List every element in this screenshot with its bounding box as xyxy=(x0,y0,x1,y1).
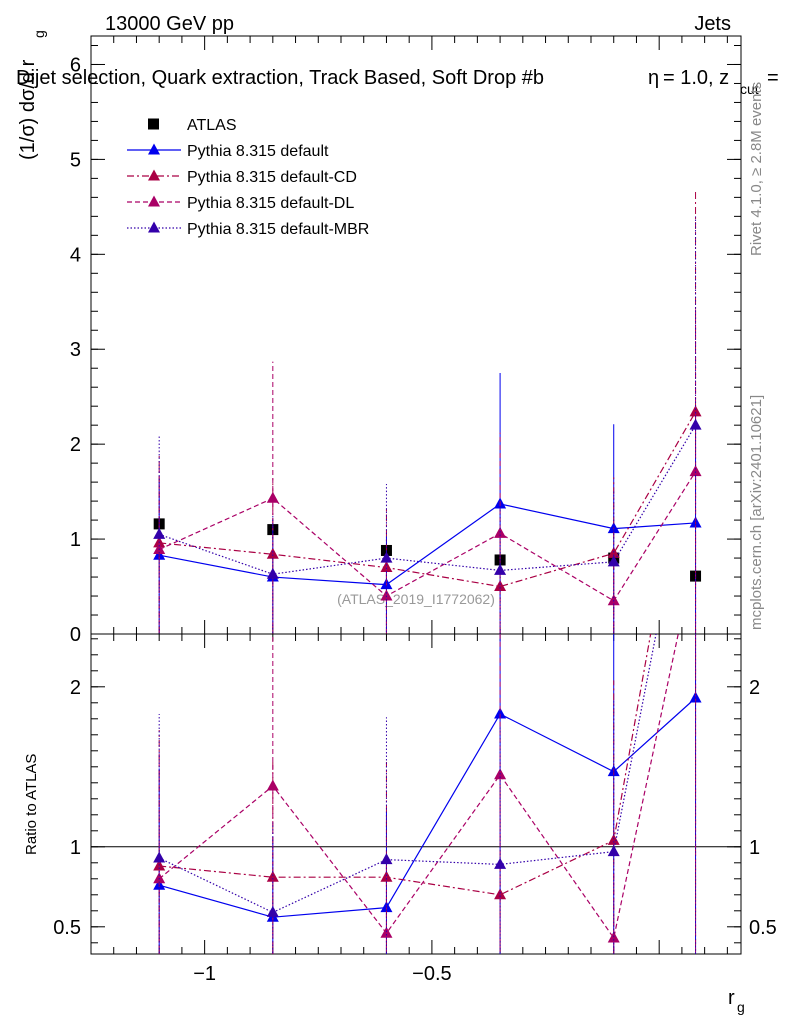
ratio-series-default xyxy=(153,634,702,954)
legend-label-mbr: Pythia 8.315 default-MBR xyxy=(187,221,369,238)
ratio-point-default xyxy=(689,691,702,703)
main-line-dl xyxy=(158,471,697,602)
main-point-dl xyxy=(380,589,393,601)
plot-title-main: Dijet selection, Quark extraction, Track… xyxy=(16,67,544,89)
ratio-ytick-label-right: 2 xyxy=(749,677,760,699)
mcplots-label: mcplots.cern.ch [arXiv:2401.10621] xyxy=(748,395,765,630)
legend-marker-atlas xyxy=(148,118,159,130)
main-ytick-label: 1 xyxy=(70,529,81,551)
ratio-point-dl xyxy=(153,872,166,884)
ratio-line-dl xyxy=(158,634,679,940)
main-ylabel: (1/σ) dσ/d r g xyxy=(17,30,47,160)
main-line-cd xyxy=(159,411,697,588)
main-point-mbr xyxy=(607,555,620,567)
ratio-point-mbr xyxy=(494,857,507,869)
ratio-ytick-label-right: 0.5 xyxy=(749,917,777,939)
x-axis-label-text: r xyxy=(728,987,735,1009)
ratio-point-default xyxy=(494,707,507,719)
main-series-mbr xyxy=(153,216,702,634)
ratio-ylabel: Ratio to ATLAS xyxy=(23,754,40,855)
ratio-ytick-label: 2 xyxy=(70,677,81,699)
main-ytick-label: 4 xyxy=(70,244,81,266)
ratio-ytick-label: 0.5 xyxy=(53,917,81,939)
legend-label-atlas: ATLAS xyxy=(187,117,237,134)
legend-marker-default xyxy=(148,143,160,155)
ratio-line-cd xyxy=(159,634,652,896)
process-label: Jets xyxy=(694,13,731,35)
legend-marker-dl xyxy=(148,195,160,207)
x-axis-label-subscript: g xyxy=(737,999,745,1015)
main-series-cd xyxy=(153,189,702,634)
x-tick-label: −1 xyxy=(193,963,216,985)
main-point-mbr xyxy=(689,418,702,430)
legend-marker-mbr xyxy=(148,221,160,233)
main-point-mbr xyxy=(153,527,166,539)
legend-entry-cd: Pythia 8.315 default-CD xyxy=(127,169,357,186)
ratio-point-cd xyxy=(607,833,620,845)
ratio-panel: 0.5 0.5 1 1 2 2 −1 −0.5 xyxy=(53,633,777,985)
legend-marker-cd xyxy=(148,169,160,181)
legend-label-dl: Pythia 8.315 default-DL xyxy=(187,195,354,212)
ratio-point-mbr xyxy=(266,905,279,917)
plot-title: Dijet selection, Quark extraction, Track… xyxy=(16,67,779,97)
main-ytick-label: 5 xyxy=(70,149,81,171)
ratio-ytick-label-right: 1 xyxy=(749,837,760,859)
main-point-cd xyxy=(689,405,702,417)
energy-label: 13000 GeV pp xyxy=(105,13,234,35)
main-ylabel-text: (1/σ) dσ/d r xyxy=(17,59,39,160)
main-point-dl xyxy=(689,465,702,477)
legend-entry-default: Pythia 8.315 default xyxy=(127,143,329,160)
legend-entry-atlas: ATLAS xyxy=(148,117,237,134)
ratio-frame xyxy=(90,633,742,955)
main-point-mbr xyxy=(494,563,507,575)
ratio-point-mbr xyxy=(153,851,166,863)
legend-entry-dl: Pythia 8.315 default-DL xyxy=(127,195,354,212)
ratio-ytick-label: 1 xyxy=(70,837,81,859)
ratio-point-cd xyxy=(266,870,279,882)
ratio-point-dl xyxy=(266,779,279,791)
legend-entry-mbr: Pythia 8.315 default-MBR xyxy=(127,221,369,238)
legend-label-default: Pythia 8.315 default xyxy=(187,143,329,160)
main-series-dl xyxy=(153,309,702,634)
ratio-line-mbr xyxy=(158,634,657,914)
main-line-default xyxy=(159,503,696,586)
main-point-mbr xyxy=(266,567,279,579)
main-ylabel-subscript: g xyxy=(31,30,47,38)
main-ytick-label: 3 xyxy=(70,339,81,361)
x-axis-label: r g xyxy=(728,987,745,1015)
ratio-point-dl xyxy=(380,926,393,938)
ratio-series-area xyxy=(153,634,702,954)
plot-title-tail: = xyxy=(767,67,779,89)
main-point-mbr xyxy=(380,551,393,563)
main-ytick-label: 0 xyxy=(70,624,81,646)
legend: ATLAS Pythia 8.315 default Pythia 8.315 de… xyxy=(127,117,369,238)
ratio-series-mbr xyxy=(153,634,697,954)
x-tick-label: −0.5 xyxy=(412,963,451,985)
rivet-label: Rivet 4.1.0, ≥ 2.8M events xyxy=(748,82,765,256)
main-ytick-label: 6 xyxy=(70,54,81,76)
ratio-point-mbr xyxy=(607,845,620,857)
ratio-line-default xyxy=(159,697,696,918)
ratio-point-mbr xyxy=(380,853,393,865)
main-point-dl xyxy=(266,491,279,503)
plot-title-beta: η xyxy=(648,67,659,89)
main-point-dl xyxy=(607,594,620,606)
plot-title-suffix: = 1.0, z xyxy=(663,67,729,89)
main-ytick-label: 2 xyxy=(70,434,81,456)
plot-title-subscript: cut xyxy=(740,81,759,97)
legend-label-cd: Pythia 8.315 default-CD xyxy=(187,169,357,186)
analysis-watermark: (ATLAS_2019_I1772062) xyxy=(337,591,495,607)
main-line-mbr xyxy=(158,424,697,575)
main-series-area xyxy=(153,189,702,634)
main-panel: 0 1 2 3 4 5 6 xyxy=(70,35,742,646)
